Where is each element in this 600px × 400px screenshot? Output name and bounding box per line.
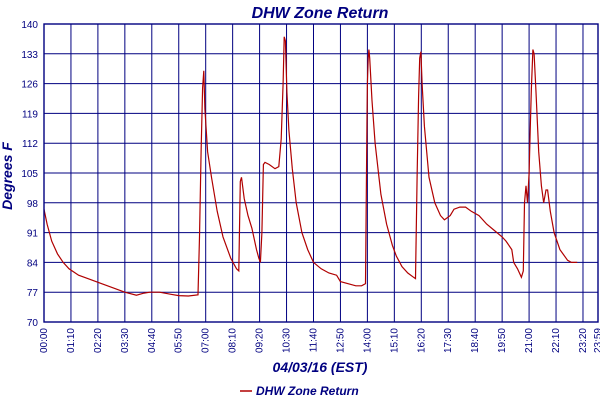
y-tick-label: 112 [22,139,38,150]
x-tick-label: 22:10 [551,328,562,353]
grid-lines [43,23,599,323]
x-tick-label: 09:20 [255,328,266,353]
y-tick-label: 70 [27,318,39,329]
legend-label: DHW Zone Return [256,384,359,398]
y-axis-label: Degrees F [0,142,15,210]
x-tick-label: 23:59 [593,328,600,353]
x-tick-label: 04:40 [147,328,158,353]
x-tick-label: 18:40 [470,328,481,353]
x-tick-label: 11:40 [308,328,319,353]
x-tick-label: 23:20 [578,328,589,353]
y-tick-label: 77 [27,288,39,299]
y-tick-label: 133 [21,50,38,61]
x-tick-label: 21:00 [524,328,535,353]
y-tick-label: 140 [21,20,38,31]
x-tick-label: 01:10 [66,328,77,353]
x-tick-labels: 00:00 01:10 02:20 03:30 04:40 05:50 07:00 08:10… [39,328,600,353]
y-tick-labels: 70 77 84 91 98 105 112 119 126 133 140 [21,20,38,329]
x-tick-label: 07:00 [201,328,212,353]
x-tick-label: 19:50 [497,328,508,353]
y-tick-label: 126 [21,80,38,91]
y-tick-label: 91 [27,229,39,240]
x-tick-label: 05:50 [174,328,185,353]
x-tick-label: 03:30 [120,328,131,353]
x-tick-label: 15:10 [389,328,400,353]
x-tick-label: 17:30 [443,328,454,353]
y-tick-label: 84 [27,258,39,269]
x-tick-label: 08:10 [228,328,239,353]
plot-frame [43,23,599,323]
x-tick-label: 12:50 [335,328,346,353]
x-axis-label: 04/03/16 (EST) [273,359,368,375]
chart-title: DHW Zone Return [252,5,389,22]
y-tick-label: 105 [21,169,38,180]
x-tick-label: 02:20 [93,328,104,353]
legend: DHW Zone Return [240,384,359,398]
x-tick-label: 00:00 [39,328,50,353]
series-line-dhw-zone-return [43,36,578,297]
y-tick-label: 98 [27,199,39,210]
x-tick-label: 14:00 [362,328,373,353]
x-tick-label: 10:30 [282,328,293,353]
x-tick-label: 16:20 [416,328,427,353]
y-tick-label: 119 [22,109,38,120]
